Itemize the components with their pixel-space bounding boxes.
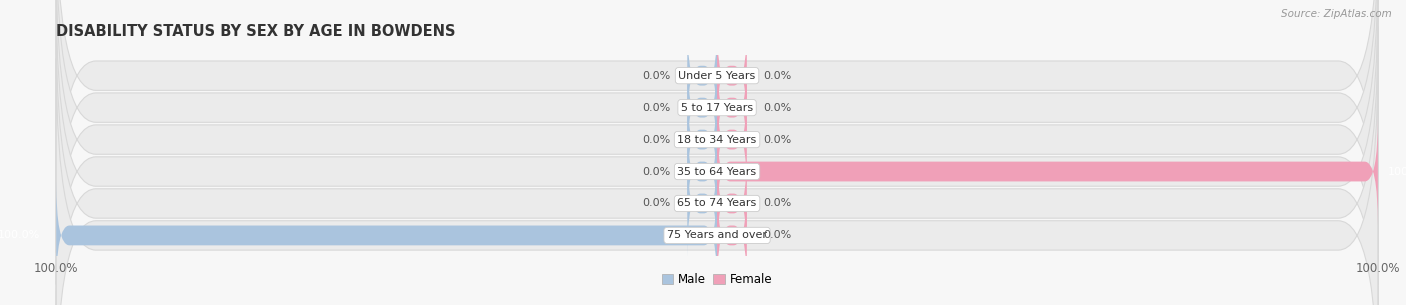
Text: DISABILITY STATUS BY SEX BY AGE IN BOWDENS: DISABILITY STATUS BY SEX BY AGE IN BOWDE… [56, 24, 456, 39]
FancyBboxPatch shape [688, 54, 717, 162]
Text: 0.0%: 0.0% [763, 199, 792, 209]
Text: 35 to 64 Years: 35 to 64 Years [678, 167, 756, 177]
FancyBboxPatch shape [717, 54, 747, 162]
Text: 0.0%: 0.0% [763, 135, 792, 145]
Text: 100.0%: 100.0% [1388, 167, 1406, 177]
FancyBboxPatch shape [688, 22, 717, 130]
FancyBboxPatch shape [717, 181, 747, 289]
Text: 0.0%: 0.0% [643, 199, 671, 209]
FancyBboxPatch shape [56, 0, 1378, 305]
FancyBboxPatch shape [688, 117, 717, 225]
Text: 0.0%: 0.0% [643, 135, 671, 145]
Text: 0.0%: 0.0% [763, 231, 792, 240]
Text: 75 Years and over: 75 Years and over [666, 231, 768, 240]
FancyBboxPatch shape [688, 149, 717, 257]
Text: Under 5 Years: Under 5 Years [679, 71, 755, 81]
FancyBboxPatch shape [717, 86, 747, 194]
FancyBboxPatch shape [56, 0, 1378, 305]
FancyBboxPatch shape [56, 0, 1378, 253]
FancyBboxPatch shape [56, 59, 1378, 305]
Text: 0.0%: 0.0% [763, 71, 792, 81]
Text: Source: ZipAtlas.com: Source: ZipAtlas.com [1281, 9, 1392, 19]
FancyBboxPatch shape [56, 0, 1378, 285]
FancyBboxPatch shape [717, 149, 747, 257]
Legend: Male, Female: Male, Female [657, 268, 778, 291]
FancyBboxPatch shape [688, 86, 717, 194]
Text: 100.0%: 100.0% [0, 231, 39, 240]
Text: 5 to 17 Years: 5 to 17 Years [681, 102, 754, 113]
Text: 0.0%: 0.0% [643, 71, 671, 81]
Text: 0.0%: 0.0% [643, 102, 671, 113]
Text: 0.0%: 0.0% [643, 167, 671, 177]
Text: 65 to 74 Years: 65 to 74 Years [678, 199, 756, 209]
Text: 0.0%: 0.0% [763, 102, 792, 113]
FancyBboxPatch shape [56, 27, 1378, 305]
FancyBboxPatch shape [717, 117, 1378, 225]
FancyBboxPatch shape [56, 181, 717, 289]
Text: 18 to 34 Years: 18 to 34 Years [678, 135, 756, 145]
FancyBboxPatch shape [717, 22, 747, 130]
